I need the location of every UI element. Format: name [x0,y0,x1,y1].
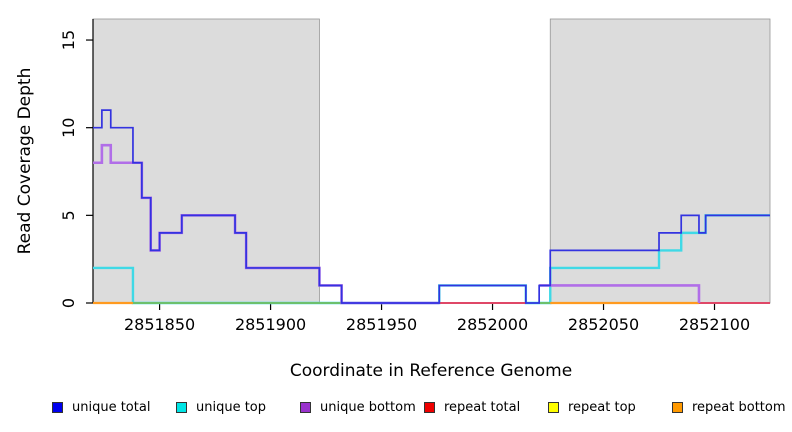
x-axis-title: Coordinate in Reference Genome [290,361,572,381]
y-axis: 0 5 10 15 [59,19,94,308]
series-segment [539,284,701,303]
legend-item-repeat-bottom: repeat bottom [672,399,786,415]
legend-item-unique-total: unique total [52,399,150,415]
y-tick-label: 5 [59,210,78,220]
y-tick-label: 0 [59,298,78,308]
y-tick-label: 10 [59,118,78,138]
y-axis-title: Read Coverage Depth [15,68,35,255]
y-tick-label: 15 [59,30,78,50]
x-tick-label: 2852050 [568,315,639,334]
legend-label-unique-top: unique top [196,399,267,415]
legend-item-repeat-total: repeat total [424,399,520,415]
legend: unique total unique top unique bottom repea… [0,399,792,419]
legend-label-unique-total: unique total [72,399,151,415]
legend-swatch-unique-top [176,401,187,413]
x-tick-label: 2851950 [346,315,417,334]
legend-swatch-repeat-bottom [672,401,683,413]
x-tick-label: 2851850 [124,315,195,334]
legend-label-repeat-total: repeat total [444,399,521,415]
legend-label-repeat-top: repeat top [568,399,636,415]
legend-swatch-repeat-total [424,401,435,413]
legend-swatch-unique-bottom [300,401,311,413]
legend-label-unique-bottom: unique bottom [320,399,416,415]
legend-item-unique-bottom: unique bottom [300,399,416,415]
shaded-region [92,18,320,304]
legend-item-unique-top: unique top [176,399,266,415]
series-unique-total [93,109,770,304]
x-tick-label: 2852100 [679,315,750,334]
series-segment [93,109,770,304]
x-tick-label: 2852000 [457,315,528,334]
legend-label-repeat-bottom: repeat bottom [692,399,786,415]
x-axis: 2851850 2851900 2851950 2852000 2852050 28521… [93,302,770,334]
legend-swatch-unique-total [52,401,63,413]
x-tick-label: 2851900 [235,315,306,334]
legend-item-repeat-top: repeat top [548,399,636,415]
legend-swatch-repeat-top [548,401,559,413]
